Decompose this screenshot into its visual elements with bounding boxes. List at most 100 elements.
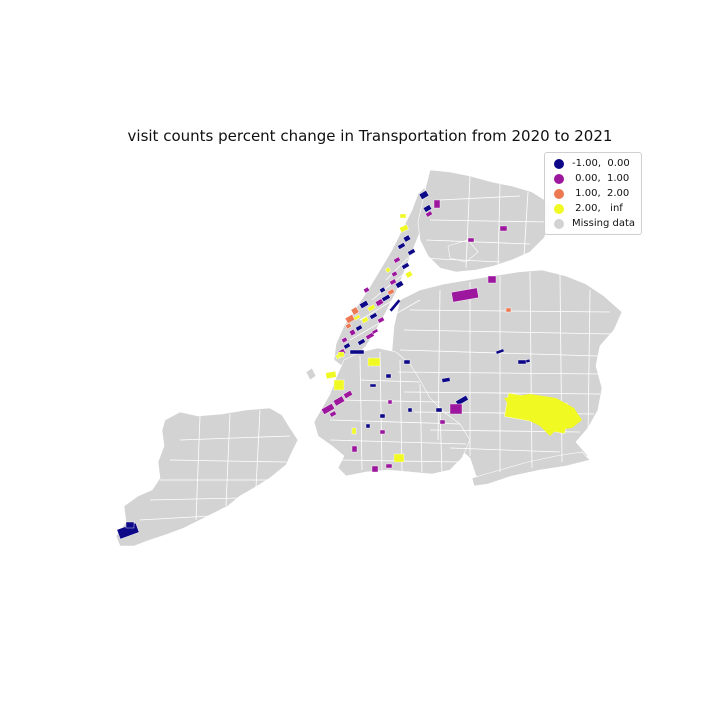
census-tract: [407, 407, 413, 413]
census-tract: [333, 379, 345, 391]
legend-item: 0.00, 1.00: [545, 171, 641, 186]
census-tract: [369, 383, 377, 388]
census-tract: [402, 234, 412, 243]
census-tract: [504, 394, 582, 436]
census-tract: [487, 275, 497, 284]
legend-swatch: [554, 173, 564, 184]
tract-boundary-line: [425, 239, 531, 245]
census-tract: [399, 213, 407, 219]
census-tract: [363, 286, 370, 294]
census-tract: [329, 410, 337, 418]
brooklyn-shape: [313, 347, 471, 477]
census-tract: [517, 359, 527, 365]
census-tract: [332, 395, 346, 407]
census-tract: [495, 348, 505, 355]
census-tract: [321, 403, 335, 415]
census-tract: [355, 324, 363, 332]
census-tract: [350, 306, 360, 316]
tract-boundary-line: [449, 447, 561, 453]
census-tract: [353, 314, 361, 321]
tract-boundary-line: [359, 289, 411, 321]
census-tract: [418, 190, 430, 200]
tract-boundary-line: [403, 329, 613, 335]
legend-item: 2.00, inf: [545, 201, 641, 216]
census-tract: [439, 419, 446, 425]
census-tract: [125, 521, 135, 529]
census-tract: [387, 399, 393, 405]
legend-item: 1.00, 2.00: [545, 186, 641, 201]
legend-swatch: [554, 218, 564, 229]
tract-boundary-line: [225, 413, 231, 507]
census-tract: [374, 298, 385, 307]
census-tract: [404, 270, 414, 279]
legend-swatch: [554, 188, 564, 199]
census-tract: [455, 395, 469, 406]
tract-boundary-line: [419, 383, 423, 473]
census-tract: [357, 338, 366, 346]
census-tract: [343, 390, 353, 399]
census-tract: [349, 349, 365, 355]
census-tract: [365, 423, 371, 429]
tract-boundary-line: [523, 191, 529, 257]
tract-boundaries: [139, 175, 613, 521]
census-tract: [449, 403, 463, 415]
census-tract: [393, 256, 401, 264]
census-tract: [385, 373, 392, 379]
tract-boundary-line: [399, 359, 403, 473]
census-tract: [451, 287, 479, 303]
island-shape: [447, 239, 479, 263]
census-tract: [399, 224, 409, 233]
tract-boundary-line: [429, 219, 549, 223]
legend-item: -1.00, 0.00: [545, 156, 641, 171]
tract-boundary-line: [379, 351, 383, 471]
tract-boundary-line: [329, 439, 467, 445]
legend-label: 1.00, 2.00: [572, 188, 630, 199]
census-tract: [435, 407, 443, 413]
census-tract: [433, 199, 441, 209]
census-tract: [393, 453, 405, 463]
census-tract: [361, 316, 369, 324]
census-tract: [379, 286, 386, 294]
tract-boundary-line: [403, 391, 601, 395]
legend: -1.00, 0.00 0.00, 1.00 1.00, 2.00 2.00, …: [544, 152, 642, 235]
tract-boundary-line: [439, 195, 521, 201]
census-tract: [348, 328, 357, 337]
legend-label: -1.00, 0.00: [572, 158, 630, 169]
census-tract: [367, 304, 376, 312]
census-tract: [379, 429, 386, 435]
census-tract: [371, 328, 379, 335]
tract-boundary-line: [497, 183, 501, 267]
tract-boundary-line: [439, 407, 443, 475]
census-tract: [344, 314, 356, 324]
legend-label: 2.00, inf: [572, 203, 623, 214]
census-tract: [379, 413, 386, 419]
tract-boundary-line: [139, 515, 211, 521]
census-tract: [377, 316, 385, 324]
tract-boundary-line: [587, 289, 591, 441]
census-tract: [385, 463, 393, 469]
legend-item: Missing data: [545, 216, 641, 231]
tract-boundary-line: [359, 355, 363, 471]
colored-tracts: [116, 190, 582, 540]
census-tract: [389, 278, 397, 286]
census-tract: [387, 288, 395, 296]
census-tract: [367, 357, 381, 367]
tract-boundary-line: [349, 299, 421, 341]
tract-boundary-line: [385, 251, 415, 281]
legend-swatch: [554, 203, 564, 214]
tract-boundary-line: [419, 257, 501, 263]
census-tract: [345, 322, 352, 330]
tract-boundary-line: [149, 497, 241, 501]
census-tract: [407, 248, 416, 256]
tract-boundary-line: [255, 409, 261, 489]
census-tract: [369, 312, 378, 320]
census-tract: [384, 266, 392, 274]
census-tract: [401, 262, 410, 270]
census-tract: [397, 242, 406, 250]
census-tract: [499, 225, 508, 232]
tract-boundary-line: [179, 435, 291, 441]
tract-boundary-line: [359, 379, 421, 383]
census-tract: [425, 210, 433, 218]
census-tract: [422, 204, 433, 213]
